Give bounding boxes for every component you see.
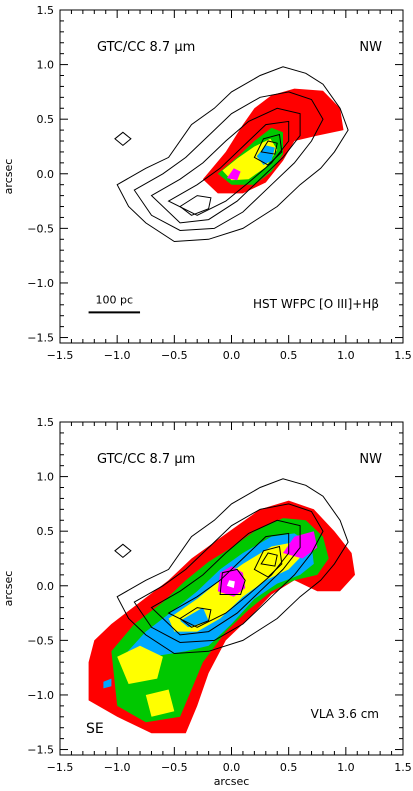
- contour-line-6: [260, 552, 278, 567]
- filled-level-3: [256, 145, 275, 165]
- contour-lines: [114, 66, 349, 243]
- contour-island-0: [114, 543, 132, 559]
- contour-line-3: [167, 532, 290, 628]
- filled-level-8: [145, 689, 175, 717]
- x-tick-label: 1.5: [394, 761, 412, 774]
- annotation-nw: NW: [359, 452, 382, 467]
- contour-line-7: [219, 568, 246, 595]
- y-tick-label: −1.0: [27, 277, 54, 290]
- contour-line-0: [116, 66, 349, 243]
- y-tick-label: −1.5: [27, 744, 54, 757]
- contour-line-3: [167, 120, 290, 216]
- annotation-nw: NW: [359, 40, 382, 55]
- contour-line-5: [253, 545, 283, 578]
- contour-line-2: [150, 519, 301, 636]
- contour-line-2: [150, 107, 301, 224]
- y-tick-label: 1.5: [37, 4, 55, 17]
- y-tick-label: −1.5: [27, 332, 54, 345]
- y-tick-label: 0.5: [37, 113, 55, 126]
- x-tick-label: 1.0: [337, 349, 355, 362]
- y-tick-label: −0.5: [27, 222, 54, 235]
- y-tick-label: 1.0: [37, 471, 55, 484]
- y-tick-label: −0.5: [27, 634, 54, 647]
- scale-bar-label: 100 pc: [96, 293, 134, 306]
- filled-level-10: [226, 580, 235, 588]
- annotation-vla: VLA 3.6 cm: [311, 707, 379, 721]
- annotation-se: SE: [86, 721, 104, 737]
- x-tick-label: −1.0: [104, 761, 131, 774]
- contour-line-4: [179, 195, 212, 216]
- contour-island-0: [114, 131, 132, 147]
- x-tick-label: −1.5: [47, 761, 74, 774]
- x-tick-label: 0.5: [280, 761, 298, 774]
- y-tick-label: −1.0: [27, 689, 54, 702]
- x-tick-label: −0.5: [161, 761, 188, 774]
- y-tick-label: 0.0: [37, 168, 55, 181]
- y-axis-label: arcsec: [2, 159, 15, 195]
- filled-level-4: [226, 168, 241, 181]
- x-tick-label: −1.0: [104, 349, 131, 362]
- contour-line-6: [260, 140, 278, 155]
- x-tick-label: −0.5: [161, 349, 188, 362]
- contour-line-1: [133, 503, 324, 644]
- y-axis-label: arcsec: [2, 571, 15, 607]
- x-tick-label: 0.0: [223, 761, 241, 774]
- filled-level-9: [103, 678, 112, 689]
- y-tick-label: 0.5: [37, 525, 55, 538]
- filled-contours: [202, 88, 344, 194]
- x-axis-label: arcsec: [214, 775, 250, 788]
- y-tick-label: 1.0: [37, 59, 55, 72]
- panel-top: −1.5 −1.5 −1.0 −1.0 −0.5 −0.5 0.0 0.0 0.5 0.5 1.0 1…: [2, 4, 412, 362]
- x-tick-label: 0.5: [280, 349, 298, 362]
- ticks: −1.5 −1.5 −1.0 −1.0 −0.5 −0.5 0.0 0.0 0.5 0.5 1.0 1…: [27, 4, 411, 362]
- contour-line-1: [133, 91, 324, 232]
- ticks: −1.5 −1.5 −1.0 −1.0 −0.5 −0.5 0.0 0.0 0.5 0.5 1.0 1…: [27, 416, 411, 774]
- filled-level-7: [117, 645, 163, 684]
- annotation-instrument: GTC/CC 8.7 μm: [97, 40, 195, 55]
- x-tick-label: 1.0: [337, 761, 355, 774]
- x-tick-label: 0.0: [223, 349, 241, 362]
- y-tick-label: 1.5: [37, 416, 55, 429]
- contour-line-5: [253, 133, 283, 166]
- x-tick-label: 1.5: [394, 349, 412, 362]
- x-tick-label: −1.5: [47, 349, 74, 362]
- annotation-hst: HST WFPC [O III]+Hβ: [253, 297, 379, 311]
- y-tick-label: 0.0: [37, 580, 55, 593]
- contour-line-0: [116, 478, 349, 655]
- contour-line-4: [179, 607, 212, 628]
- annotation-instrument: GTC/CC 8.7 μm: [97, 452, 195, 467]
- panel-bottom: −1.5 −1.5 −1.0 −1.0 −0.5 −0.5 0.0 0.0 0.5 0.5 1.0 1…: [2, 416, 412, 788]
- contour-lines: [114, 478, 349, 655]
